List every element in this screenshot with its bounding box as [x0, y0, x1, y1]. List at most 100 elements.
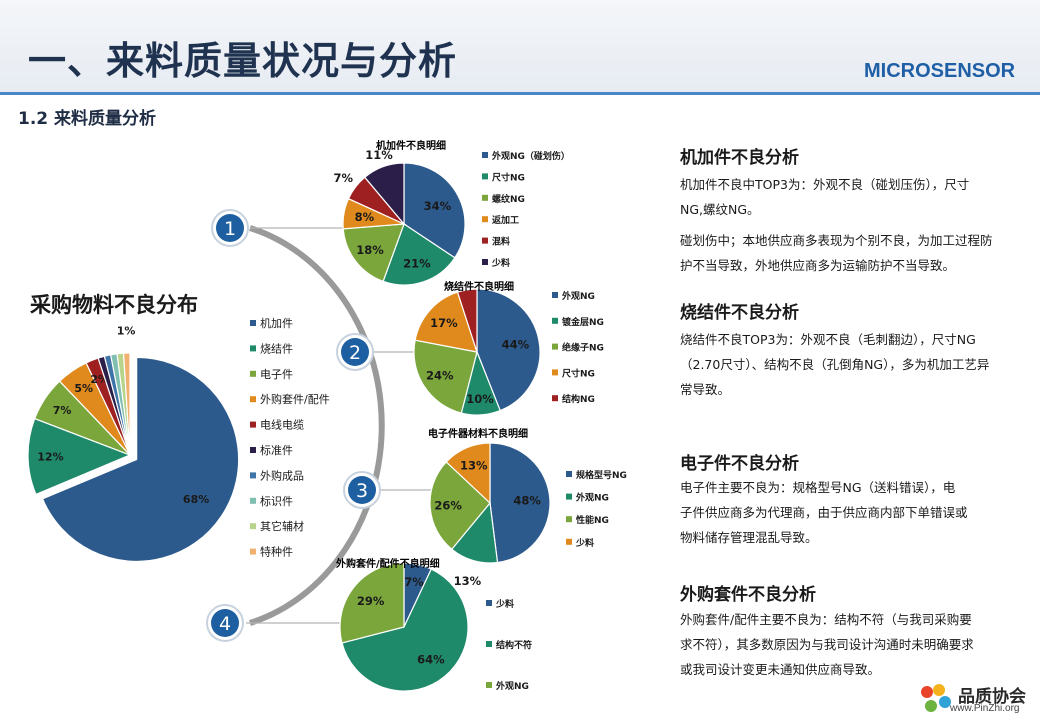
section-title-kits: 外购套件不良分析	[680, 585, 816, 605]
footer-org-name: 品质协会	[958, 687, 1026, 707]
brand-logo: MICROSENSOR	[864, 60, 1016, 82]
legend-swatch-main-6	[250, 472, 256, 479]
data-label-c4-2: 29%	[357, 594, 385, 608]
legend-label-c4-0: 少料	[495, 598, 514, 610]
data-label-c3-2: 26%	[434, 499, 462, 513]
header-band	[0, 0, 1040, 95]
data-label-c2-1: 10%	[466, 392, 494, 406]
legend-label-c2-0: 外观NG	[561, 290, 595, 302]
data-label-c3-0: 48%	[513, 494, 541, 508]
legend-label-c4-2: 外观NG	[495, 680, 529, 692]
legend-label-c1-0: 外观NG（碰划伤）	[491, 150, 570, 162]
pie-slice-main-9	[122, 352, 131, 456]
legend-swatch-c2-1	[552, 317, 558, 324]
section-text-electronic: 电子件主要不良为：规格型号NG（送料错误），电 子件供应商多为代理商，由于供应商内…	[680, 480, 968, 545]
data-label-c2-0: 44%	[502, 338, 530, 352]
section-text-sintered: 烧结件不良TOP3为：外观不良（毛刺翻边），尺寸NG （2.70尺寸）、结构不良（…	[680, 332, 990, 397]
pie-slice-c1-5	[363, 162, 405, 226]
data-label-c2-3: 17%	[430, 316, 458, 330]
legend-swatch-main-4	[250, 421, 256, 428]
data-label-c1-5: 11%	[365, 148, 393, 162]
legend-swatch-c3-0	[566, 471, 572, 477]
data-label-c4-1: 64%	[417, 653, 445, 667]
legend-swatch-main-3	[250, 396, 256, 403]
legend-label-main-7: 标识件	[260, 494, 293, 508]
chart-title-c4: 外购套件/配件不良明细	[335, 557, 440, 570]
legend-swatch-c2-3	[552, 369, 558, 376]
step-number-1: 1	[224, 218, 236, 240]
legend-swatch-main-1	[250, 345, 256, 352]
legend-swatch-main-5	[250, 447, 256, 453]
legend-label-c2-3: 尺寸NG	[562, 367, 595, 379]
step-badge-fill-4	[211, 609, 239, 637]
section-title-machined: 机加件不良分析	[680, 148, 799, 168]
pie-slice-c3-2	[429, 461, 491, 551]
legend-swatch-c1-3	[482, 216, 488, 223]
section-title-electronic: 电子件不良分析	[680, 454, 799, 474]
data-label-c4-0: 7%	[404, 575, 424, 589]
pie-slice-c2-2	[413, 339, 478, 414]
pie-slice-c2-4	[456, 288, 478, 353]
legend-swatch-main-9	[250, 548, 256, 555]
step-number-2: 2	[349, 342, 361, 364]
legend-swatch-c1-1	[482, 173, 488, 180]
connector-arc	[249, 225, 385, 626]
legend-swatch-c3-2	[566, 516, 572, 523]
legend-label-main-4: 电线电缆	[260, 418, 304, 432]
page-title: 一、来料质量状况与分析	[28, 39, 458, 83]
legend-swatch-c3-1	[566, 493, 572, 500]
step-number-4: 4	[219, 613, 231, 635]
legend-swatch-c1-0	[482, 152, 488, 158]
legend-label-main-5: 标准件	[260, 443, 293, 457]
legend-swatch-c2-2	[552, 343, 558, 350]
data-label-c1-3: 8%	[355, 210, 375, 224]
data-label-main-1: 12%	[37, 450, 63, 463]
data-label-c3-1: 13%	[454, 574, 482, 588]
legend-label-c2-1: 镀金层NG	[562, 316, 604, 328]
pie-slice-c4-1	[341, 568, 469, 692]
data-label-main-9: 1%	[117, 325, 136, 338]
legend-swatch-c1-4	[482, 237, 488, 244]
legend-label-main-8: 其它辅材	[260, 519, 304, 533]
legend-label-c3-3: 少料	[575, 537, 594, 549]
data-label-c1-1: 21%	[403, 256, 431, 270]
data-label-main-3: 5%	[74, 382, 93, 395]
legend-label-main-6: 外购成品	[260, 468, 304, 482]
pie-slice-c3-3	[445, 442, 491, 505]
section-subtitle: 1.2 来料质量分析	[18, 109, 157, 129]
legend-swatch-main-7	[250, 497, 256, 504]
data-label-main-0: 68%	[183, 493, 209, 506]
legend-label-c2-2: 绝缘子NG	[562, 342, 604, 354]
legend-label-c1-3: 返加工	[492, 214, 519, 226]
legend-swatch-c4-1	[486, 641, 492, 647]
step-badge-fill-2	[341, 338, 369, 366]
legend-swatch-c2-0	[552, 292, 558, 298]
legend-label-c3-1: 外观NG	[575, 492, 609, 504]
step-badge-fill-1	[216, 214, 244, 242]
legend-label-main-1: 烧结件	[260, 342, 293, 355]
data-label-c1-2: 18%	[356, 243, 384, 257]
header-divider	[0, 92, 1040, 95]
pie-slice-c1-2	[342, 223, 405, 283]
main-chart-title: 采购物料不良分布	[30, 293, 198, 317]
legend-label-main-3: 外购套件/配件	[260, 392, 330, 406]
pie-slice-c3-0	[489, 442, 551, 564]
legend-label-c4-1: 结构不符	[496, 639, 532, 651]
legend-swatch-c2-4	[552, 395, 558, 402]
legend-label-c1-2: 螺纹NG	[492, 193, 525, 205]
legend-label-main-2: 电子件	[260, 368, 293, 381]
legend-label-c1-4: 混料	[492, 236, 510, 248]
legend-label-c3-2: 性能NG	[576, 514, 609, 526]
legend-label-main-0: 机加件	[260, 316, 293, 330]
pie-main: 68%12%7%5%2%1%机加件烧结件电子件外购套件/配件电线电缆标准件外购成…	[27, 316, 330, 562]
chart-title-c3: 电子件器材料不良明细	[428, 427, 528, 440]
legend-swatch-c3-3	[566, 538, 572, 545]
data-label-c3-3: 13%	[460, 459, 488, 473]
legend-swatch-c1-5	[482, 259, 488, 265]
chart-title-c1: 机加件不良明细	[376, 139, 446, 152]
data-label-c2-2: 24%	[426, 369, 454, 383]
legend-swatch-main-2	[250, 370, 256, 377]
